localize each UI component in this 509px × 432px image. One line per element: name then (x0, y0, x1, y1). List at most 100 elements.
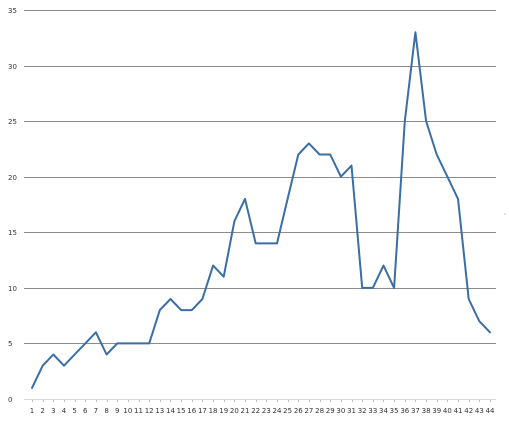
x-tick-label: 8 (104, 407, 108, 415)
x-tick-label: 7 (94, 407, 98, 415)
data-point (84, 342, 86, 344)
data-point (351, 165, 353, 167)
data-point (340, 176, 342, 178)
data-point (372, 287, 374, 289)
x-tick-label: 19 (219, 407, 228, 415)
data-point (265, 242, 267, 244)
y-axis-labels: 0 5 10 15 20 25 30 35 (8, 7, 17, 404)
x-tick-label: 39 (432, 407, 441, 415)
x-tick-label: 4 (62, 407, 67, 415)
data-point (468, 298, 470, 300)
data-point (180, 309, 182, 311)
series-layer (31, 31, 491, 389)
data-point (308, 142, 310, 144)
x-tick-label: 41 (454, 407, 463, 415)
x-tick-label: 42 (464, 407, 473, 415)
data-point (478, 320, 480, 322)
data-point (191, 309, 193, 311)
x-tick-label: 17 (198, 407, 207, 415)
data-point (52, 354, 54, 356)
x-tick-label: 18 (209, 407, 218, 415)
x-tick-label: 43 (475, 407, 484, 415)
data-point (436, 154, 438, 156)
x-tick-label: 30 (336, 407, 345, 415)
x-tick-label: 3 (51, 407, 55, 415)
data-point (106, 354, 108, 356)
x-tick-label: 11 (134, 407, 143, 415)
x-tick-label: 21 (241, 407, 250, 415)
data-point (446, 176, 448, 178)
data-point (212, 265, 214, 267)
x-tick-label: 14 (166, 407, 175, 415)
y-tick-label: 20 (8, 174, 17, 182)
x-tick-label: 24 (273, 407, 282, 415)
data-point (276, 242, 278, 244)
data-point (287, 198, 289, 200)
data-point (414, 31, 416, 33)
data-point (329, 154, 331, 156)
y-tick-label: 30 (8, 63, 17, 71)
x-tick-label: 33 (368, 407, 377, 415)
x-tick-label: 31 (347, 407, 356, 415)
x-tick-label: 12 (145, 407, 154, 415)
x-tick-label: 34 (379, 407, 388, 415)
x-tick-label: 22 (251, 407, 260, 415)
x-tick-label: 5 (72, 407, 76, 415)
x-tick-label: 20 (230, 407, 239, 415)
data-point (148, 342, 150, 344)
data-point (170, 298, 172, 300)
data-point (489, 331, 491, 333)
data-point (425, 120, 427, 122)
x-tick-label: 25 (283, 407, 292, 415)
x-tick-label: 38 (422, 407, 431, 415)
x-tick-label: 9 (115, 407, 119, 415)
data-point (297, 154, 299, 156)
y-tick-label: 25 (8, 118, 17, 126)
data-point (255, 242, 257, 244)
x-tick-label: 37 (411, 407, 420, 415)
y-tick-label: 15 (8, 229, 17, 237)
x-tick-label: 35 (390, 407, 399, 415)
data-point (42, 365, 44, 367)
x-tick-label: 28 (315, 407, 324, 415)
x-tick-label: 16 (187, 407, 196, 415)
y-tick-label: 5 (8, 340, 12, 348)
gridlines (24, 10, 496, 400)
data-point (201, 298, 203, 300)
data-point (31, 387, 33, 389)
x-axis-labels: 1 2 3 4 5 6 7 8 9 10 11 12 13 14 15 16 17 18 19 20 21 22 23 24 2… (30, 400, 495, 415)
x-tick-label: 10 (123, 407, 132, 415)
data-point (361, 287, 363, 289)
x-tick-label: 13 (155, 407, 164, 415)
data-point (244, 198, 246, 200)
data-point (233, 220, 235, 222)
x-tick-label: 15 (177, 407, 186, 415)
data-point (116, 342, 118, 344)
x-tick-label: 36 (400, 407, 409, 415)
y-tick-label: 10 (8, 285, 17, 293)
data-point (159, 309, 161, 311)
x-tick-label: 27 (304, 407, 313, 415)
data-point (457, 198, 459, 200)
data-point (383, 265, 385, 267)
y-tick-label: 0 (8, 396, 12, 404)
x-tick-label: 6 (83, 407, 88, 415)
x-tick-label: 23 (262, 407, 271, 415)
data-point (319, 154, 321, 156)
data-point (404, 120, 406, 122)
x-tick-label: 1 (30, 407, 34, 415)
x-tick-label: 2 (40, 407, 44, 415)
x-tick-label: 44 (486, 407, 495, 415)
data-point (74, 354, 76, 356)
series-line-0 (31, 31, 491, 389)
data-point (63, 365, 65, 367)
data-point (223, 276, 225, 278)
data-point (95, 331, 97, 333)
x-tick-label: 40 (443, 407, 452, 415)
stray-annotation: , (504, 208, 506, 216)
x-tick-label: 32 (358, 407, 367, 415)
y-tick-label: 35 (8, 7, 17, 15)
data-point (127, 342, 129, 344)
data-point (138, 342, 140, 344)
